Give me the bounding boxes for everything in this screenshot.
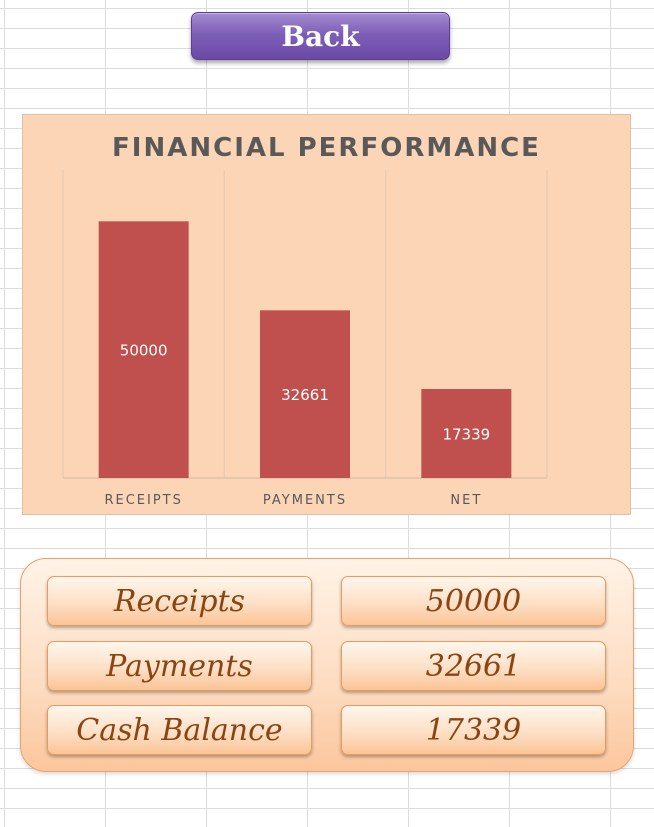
receipts-value: 50000 [341, 576, 606, 626]
data-label: 32661 [281, 386, 329, 404]
x-tick-label: RECEIPTS [104, 493, 182, 508]
chart-plot: 50000 RECEIPTS 32661 PAYMENTS 17339 NET [62, 170, 548, 508]
payments-label: Payments [47, 641, 312, 691]
bar-payments [260, 310, 350, 478]
x-tick-label: NET [450, 493, 482, 508]
payments-value: 32661 [341, 641, 606, 691]
summary-panel: Receipts 50000 Payments 32661 Cash Balan… [20, 558, 634, 772]
cash-balance-label: Cash Balance [47, 705, 312, 755]
x-tick-label: PAYMENTS [263, 493, 347, 508]
financial-performance-chart: FINANCIAL PERFORMANCE 50000 RECEIPTS 32661… [22, 114, 631, 515]
receipts-label: Receipts [47, 576, 312, 626]
chart-title: FINANCIAL PERFORMANCE [112, 133, 541, 163]
data-label: 50000 [120, 342, 168, 360]
back-button[interactable]: Back [191, 12, 450, 60]
bar-receipts [98, 221, 189, 478]
data-label: 17339 [442, 425, 490, 443]
bar-net [421, 388, 512, 478]
cash-balance-value: 17339 [341, 705, 606, 755]
